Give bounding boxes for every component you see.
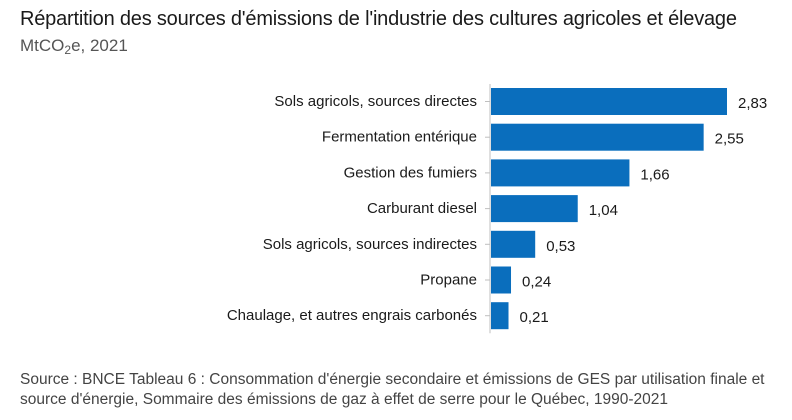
category-label: Chaulage, et autres engrais carbonés [227,307,477,324]
source-note: Source : BNCE Tableau 6 : Consommation d… [20,371,765,408]
chart-subtitle: MtCO2e, 2021 [20,36,128,57]
subtitle-suffix: e, 2021 [71,36,128,55]
data-label: 0,53 [546,238,575,255]
bar [491,88,727,115]
category-label: Propane [420,272,477,289]
data-label: 0,21 [520,309,549,326]
chart-layer: Sols agricols, sources directes 2,83 Ferme… [227,84,767,334]
bar [491,195,578,223]
category-label: Gestion des fumiers [344,164,477,181]
bar [491,159,630,187]
subtitle-subscript: 2 [64,43,72,57]
bar [491,230,536,258]
bar [491,123,704,151]
bar [491,266,512,294]
data-label: 2,83 [738,95,767,112]
category-label: Fermentation entérique [322,129,477,146]
data-label: 2,55 [715,131,744,148]
category-label: Sols agricols, sources indirectes [263,236,477,253]
bar-chart: Sols agricols, sources directes 2,83 Ferme… [227,84,767,334]
bar [491,302,509,330]
category-label: Carburant diesel [367,200,477,217]
subtitle-prefix: MtCO [20,36,65,55]
category-label: Sols agricols, sources directes [274,93,477,110]
data-label: 1,66 [640,166,669,183]
data-label: 1,04 [589,202,618,219]
chart-title: Répartition des sources d'émissions de l… [20,8,737,30]
data-label: 0,24 [522,274,551,291]
